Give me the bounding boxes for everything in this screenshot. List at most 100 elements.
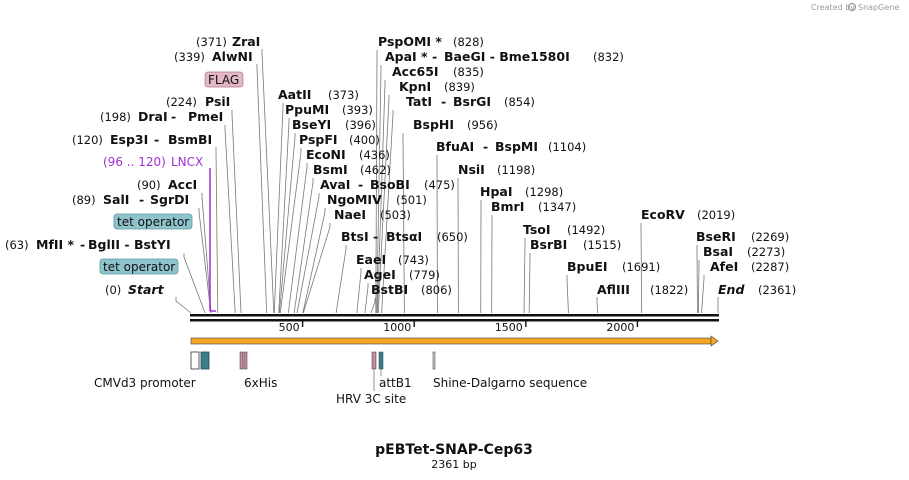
site-AgeI[interactable]: AgeI (779) (364, 267, 440, 282)
site-BsmI[interactable]: BsmI (462) (313, 162, 391, 177)
axis-tick-label-1000: 1000 (383, 321, 411, 334)
svg-text:(2287): (2287) (751, 260, 789, 274)
svg-text:PsiI: PsiI (205, 94, 230, 109)
svg-text:(436): (436) (359, 148, 390, 162)
site-BseRI[interactable]: BseRI (2269) (696, 229, 789, 244)
svg-text:(400): (400) (349, 133, 380, 147)
leader-line-NaeI (302, 223, 331, 314)
tet-operator-2-label[interactable]: tet operator (99, 258, 179, 275)
leader-line-BtsI (335, 245, 347, 314)
svg-text:BfuAI: BfuAI (436, 139, 474, 154)
feature-label-shine-dalgarno: Shine-Dalgarno sequence (433, 376, 587, 390)
leader-line-AflIII (596, 297, 599, 314)
site-BfuAI[interactable]: BfuAI - BspMI (1104) (436, 139, 586, 154)
site-BspHI[interactable]: BspHI (956) (413, 117, 498, 132)
leader-line-PsiI (231, 110, 242, 314)
svg-text:-: - (358, 177, 363, 192)
svg-text:(198): (198) (100, 110, 131, 124)
site-PspFI[interactable]: PspFI (400) (299, 132, 380, 147)
leader-line-Acc65I (376, 80, 386, 314)
tet-operator-1-label[interactable]: tet operator (113, 213, 193, 230)
svg-text:(1104): (1104) (548, 140, 586, 154)
svg-text:BsrGI: BsrGI (453, 94, 491, 109)
leader-line-AvaI (296, 193, 320, 314)
leader-line-AlwNI (256, 64, 268, 314)
svg-text:(503): (503) (380, 208, 411, 222)
svg-text:-: - (80, 237, 85, 252)
leader-line-EcoRV (640, 223, 643, 314)
site-TsoI[interactable]: TsoI (1492) (523, 222, 605, 237)
site-MfII[interactable]: (63) MfII * - BglII - BstYI (5, 237, 171, 252)
svg-text:(224): (224) (166, 95, 197, 109)
site-BseYI[interactable]: BseYI (396) (292, 117, 376, 132)
svg-text:(90): (90) (137, 178, 161, 192)
site-NgoMIV[interactable]: NgoMIV (501) (327, 192, 427, 207)
svg-text:(2361): (2361) (758, 283, 796, 297)
site-Esp3I[interactable]: (120) Esp3I - BsmBI (72, 132, 212, 147)
svg-text:(1347): (1347) (538, 200, 576, 214)
lncx-feature-label[interactable]: (96 .. 120) LNCX (103, 155, 203, 169)
svg-text:AlwNI: AlwNI (212, 49, 253, 64)
site-AatII[interactable]: AatII (373) (278, 87, 359, 102)
site-NsiI[interactable]: NsiI (1198) (458, 162, 535, 177)
orf-arrow[interactable] (190, 335, 719, 347)
leader-line-BseYI (278, 133, 296, 314)
site-PpuMI[interactable]: PpuMI (393) (285, 102, 373, 117)
site-EcoRV[interactable]: EcoRV (2019) (641, 207, 735, 222)
svg-text:(89): (89) (72, 193, 96, 207)
svg-text:(339): (339) (174, 50, 205, 64)
site-ApaI[interactable]: ApaI * - BaeGI - Bme1580I (832) (385, 49, 624, 64)
svg-text:BstBI: BstBI (371, 282, 408, 297)
svg-text:FLAG: FLAG (208, 73, 239, 87)
site-BsrBI[interactable]: BsrBI (1515) (530, 237, 621, 252)
svg-text:tet operator: tet operator (117, 215, 189, 229)
plasmid-length: 2361 bp (431, 458, 476, 471)
site-KpnI[interactable]: KpnI (839) (399, 79, 475, 94)
svg-text:(854): (854) (504, 95, 535, 109)
svg-text:(839): (839) (444, 80, 475, 94)
svg-text:AvaI: AvaI (320, 177, 350, 192)
feature-hrv3c-attb1[interactable] (371, 351, 384, 370)
site-EcoNI[interactable]: EcoNI (436) (306, 147, 390, 162)
site-End[interactable]: End (2361) (718, 282, 796, 297)
leader-line-Start (175, 297, 192, 314)
svg-text:NaeI: NaeI (334, 207, 366, 222)
leader-line-BstBI (370, 298, 376, 314)
site-AfeI[interactable]: AfeI (2287) (710, 259, 789, 274)
leader-line-AccI (201, 193, 212, 314)
flag-feature-label[interactable]: FLAG (204, 71, 244, 88)
site-Acc65I[interactable]: Acc65I (835) (392, 64, 484, 79)
site-NaeI[interactable]: NaeI (503) (334, 207, 411, 222)
site-BstBI[interactable]: BstBI (806) (371, 282, 452, 297)
svg-text:EaeI: EaeI (356, 252, 386, 267)
svg-text:BsmI: BsmI (313, 162, 348, 177)
svg-text:KpnI: KpnI (399, 79, 431, 94)
site-BsaI[interactable]: BsaI (2273) (703, 244, 785, 259)
plasmid-title: pEBTet-SNAP-Cep63 (375, 442, 533, 458)
leader-line-BspHI (402, 133, 405, 314)
svg-text:-: - (432, 49, 437, 64)
site-AccI[interactable]: (90) AccI (137, 177, 197, 192)
site-BtsI[interactable]: BtsI - BtsαI (650) (341, 229, 468, 244)
site-PspOMI[interactable]: PspOMI * (828) (378, 34, 484, 49)
feature-6xhis[interactable] (239, 351, 248, 370)
site-BmrI[interactable]: BmrI (1347) (491, 199, 576, 214)
feature-cmvd3-promoter[interactable] (190, 351, 210, 370)
site-EaeI[interactable]: EaeI (743) (356, 252, 429, 267)
site-AflIII[interactable]: AflIII (1822) (597, 282, 688, 297)
site-DraI[interactable]: (198) DraI - PmeI (100, 109, 223, 124)
site-ZraI[interactable]: (371) ZraI (196, 34, 260, 49)
svg-text:tet operator: tet operator (103, 260, 175, 274)
site-PsiI[interactable]: (224) PsiI (166, 94, 230, 109)
site-HpaI[interactable]: HpaI (1298) (480, 184, 563, 199)
svg-text:(779): (779) (409, 268, 440, 282)
site-SalI[interactable]: (89) SalI - SgrDI (72, 192, 189, 207)
site-TatI[interactable]: TatI - BsrGI (854) (406, 94, 535, 109)
leader-line-AgeI (364, 283, 369, 314)
site-AvaI[interactable]: AvaI - BsoBI (475) (320, 177, 455, 192)
site-Start[interactable]: (0) Start (105, 282, 165, 297)
site-AlwNI[interactable]: (339) AlwNI (174, 49, 253, 64)
feature-shine-dalgarno[interactable] (432, 351, 436, 370)
svg-text:Esp3I: Esp3I (110, 132, 148, 147)
site-BpuEI[interactable]: BpuEI (1691) (567, 259, 660, 274)
